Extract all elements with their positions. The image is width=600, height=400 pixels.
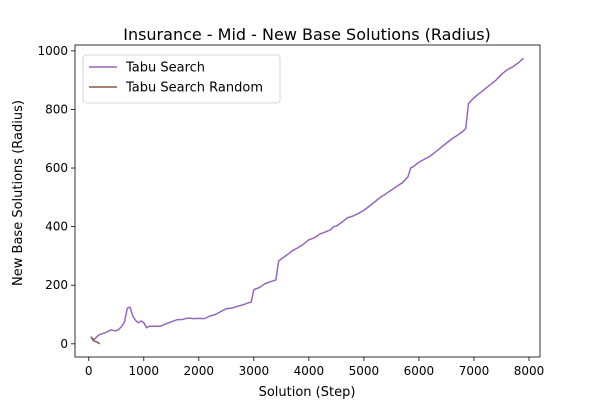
x-tick-label: 4000	[294, 364, 325, 378]
x-tick-label: 0	[85, 364, 93, 378]
chart-title: Insurance - Mid - New Base Solutions (Ra…	[123, 25, 491, 44]
plot-area: 0 1000 2000 3000 4000 5000 6000 7000 8000 0 200 400…	[37, 44, 544, 378]
y-tick-label: 600	[45, 161, 68, 175]
axes-frame	[74, 44, 541, 358]
legend-box	[82, 54, 281, 104]
x-tick-label: 7000	[459, 364, 490, 378]
series-line-1	[90, 336, 101, 345]
y-tick-label: 400	[45, 220, 68, 234]
y-axis-label: New Base Solutions (Radius)	[11, 100, 26, 286]
legend-label: Tabu Search Random	[125, 81, 263, 96]
x-tick-label: 8000	[514, 364, 545, 378]
legend-label: Tabu Search	[125, 61, 205, 76]
x-axis-label: Solution (Step)	[259, 385, 356, 400]
x-tick-label: 6000	[404, 364, 435, 378]
y-tick-label: 0	[60, 337, 68, 351]
x-tick-label: 1000	[129, 364, 160, 378]
y-tick-label: 800	[45, 102, 68, 116]
x-tick-label: 2000	[184, 364, 215, 378]
x-tick-label: 3000	[239, 364, 270, 378]
y-tick-label: 1000	[37, 44, 68, 58]
y-tick-label: 200	[45, 278, 68, 292]
legend: Tabu Search Tabu Search Random	[82, 54, 281, 104]
x-tick-label: 5000	[349, 364, 380, 378]
series-line-0	[91, 57, 524, 341]
